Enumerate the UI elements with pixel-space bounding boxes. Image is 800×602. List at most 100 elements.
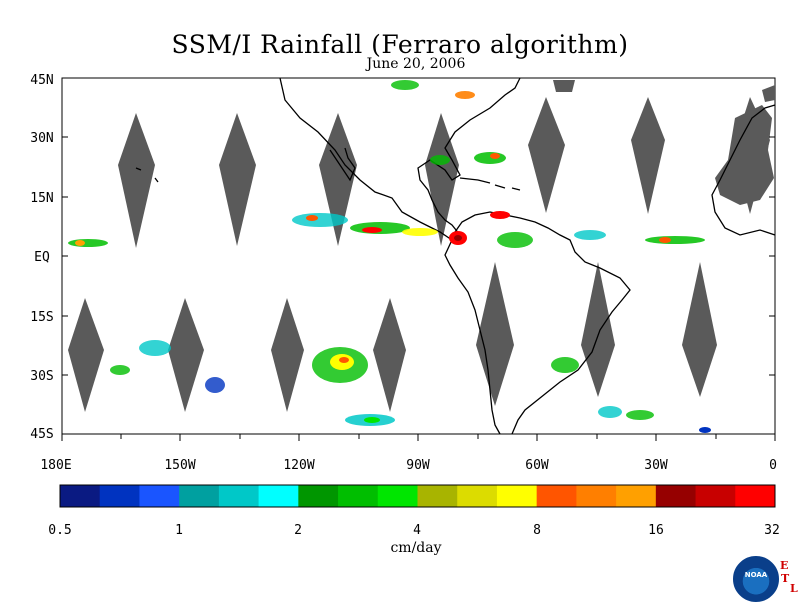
- colorbar-tick: 8: [533, 523, 541, 538]
- swath-gap: [168, 298, 204, 412]
- rain-patch: [306, 215, 318, 221]
- swath-gap: [581, 262, 615, 397]
- rain-patch: [659, 237, 671, 243]
- swath-gap: [319, 113, 357, 246]
- rain-patch: [551, 357, 579, 373]
- africa-coast: [711, 104, 776, 236]
- map-title: SSM/I Rainfall (Ferraro algorithm): [171, 30, 629, 59]
- colorbar-tick: 1: [175, 523, 183, 538]
- land-patches: [553, 80, 775, 205]
- lat-label: 15N: [30, 191, 53, 206]
- lon-axis: 180E 150W 120W 90W 60W 30W 0: [40, 434, 777, 473]
- colorbar-units: cm/day: [390, 540, 442, 556]
- lat-label: 15S: [30, 310, 53, 325]
- rain-patch: [391, 80, 419, 90]
- colorbar-cell: [695, 485, 736, 507]
- rain-patch: [362, 227, 382, 233]
- land-patch: [715, 105, 774, 205]
- rain-patch: [645, 236, 705, 244]
- swath-gap: [631, 97, 665, 214]
- colorbar-tick: 16: [648, 523, 664, 538]
- colorbar-cell: [338, 485, 379, 507]
- colorbar-tick: 32: [764, 523, 780, 538]
- colorbar-cell: [218, 485, 260, 507]
- colorbar: 0.5 1 2 4 8 16 32: [48, 484, 780, 538]
- colorbar-cell: [99, 485, 140, 507]
- rain-patch: [474, 152, 506, 164]
- lat-label: 45N: [30, 73, 53, 88]
- land-patch: [762, 85, 775, 102]
- rain-patch: [626, 410, 654, 420]
- lon-label: 60W: [525, 458, 549, 473]
- colorbar-cell: [417, 485, 458, 507]
- lon-label: 30W: [644, 458, 668, 473]
- lat-label: 45S: [30, 427, 53, 442]
- colorbar-cell: [457, 485, 498, 507]
- rain-patch: [68, 239, 108, 247]
- rain-patch: [574, 230, 606, 240]
- noaa-logo-text: NOAA: [744, 571, 768, 579]
- lat-label: 30N: [30, 131, 53, 146]
- rain-patch: [490, 153, 500, 159]
- map-frame: [61, 77, 776, 435]
- rain-patch: [455, 91, 475, 99]
- colorbar-cell: [258, 485, 299, 507]
- rain-patch: [402, 228, 438, 236]
- colorbar-cell: [298, 485, 339, 507]
- swath-gap: [528, 97, 565, 213]
- colorbar-cells: [60, 485, 776, 507]
- colorbar-cell: [655, 485, 697, 507]
- etl-letter-t: T: [781, 572, 790, 585]
- map-date: June 20, 2006: [366, 56, 466, 72]
- lon-label: 150W: [164, 458, 195, 473]
- swath-gap: [425, 113, 459, 246]
- swath-gap: [118, 113, 155, 248]
- colorbar-tick: 4: [413, 523, 421, 538]
- rainfall-patches: [68, 80, 711, 433]
- etl-letter-l: L: [790, 582, 798, 595]
- swath-gap: [219, 113, 256, 246]
- swath-gap: [271, 298, 304, 412]
- colorbar-tick: 2: [294, 523, 302, 538]
- rain-patch: [454, 235, 462, 241]
- swath-gap: [373, 298, 406, 412]
- colorbar-cell: [735, 485, 776, 507]
- lon-label: 120W: [283, 458, 314, 473]
- rain-patch: [497, 232, 533, 248]
- colorbar-cell: [536, 485, 577, 507]
- rain-patch: [110, 365, 130, 375]
- noaa-logo: NOAA: [733, 556, 779, 602]
- rain-patch: [139, 340, 171, 356]
- colorbar-cell: [60, 485, 101, 507]
- colorbar-cell: [377, 485, 418, 507]
- lon-label: 180E: [40, 458, 71, 473]
- colorbar-cell: [496, 485, 538, 507]
- colorbar-cell: [576, 485, 617, 507]
- rain-patch: [205, 377, 225, 393]
- rain-patch: [75, 240, 85, 246]
- rain-patch: [430, 155, 450, 165]
- lon-label: 0: [769, 458, 777, 473]
- rain-patch: [292, 213, 348, 227]
- colorbar-cell: [179, 485, 220, 507]
- lat-label: EQ: [34, 250, 50, 265]
- north-america-coast: [279, 77, 521, 241]
- rain-patch: [350, 222, 410, 234]
- swath-gap: [68, 298, 104, 412]
- rain-patch: [490, 211, 510, 219]
- lon-label: 90W: [406, 458, 430, 473]
- colorbar-cell: [139, 485, 180, 507]
- rain-patch: [699, 427, 711, 433]
- lat-label: 30S: [30, 369, 53, 384]
- coastlines: [135, 77, 776, 435]
- swath-gap: [682, 262, 717, 397]
- colorbar-cell: [616, 485, 657, 507]
- rain-patch: [364, 417, 380, 423]
- lat-axis: 45N 30N 15N EQ 15S 30S 45S: [30, 73, 775, 442]
- colorbar-tick: 0.5: [48, 523, 71, 538]
- rain-patch: [598, 406, 622, 418]
- swath-gap: [476, 262, 514, 406]
- rain-patch: [339, 357, 349, 363]
- etl-letter-e: E: [780, 559, 789, 572]
